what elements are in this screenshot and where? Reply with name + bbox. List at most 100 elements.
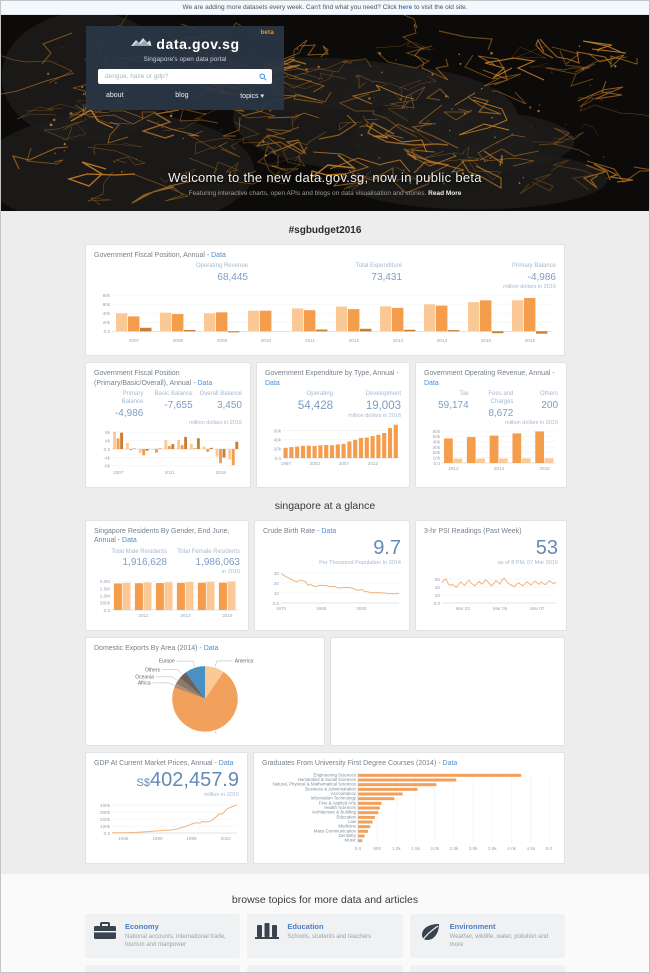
topic-card-economy[interactable]: Economy National accounts, international… (85, 914, 241, 959)
card-title: Government Operating Revenue, Annual - D… (424, 369, 558, 388)
hero-welcome: Welcome to the new data.gov.sg, now in p… (1, 170, 649, 199)
topic-card-finance[interactable]: Finance Households, exchange rates and C… (85, 965, 241, 972)
svg-text:Fine & Applied Arts: Fine & Applied Arts (319, 801, 357, 806)
stat-overall-balance: Overall Balance 3,450 (199, 391, 242, 411)
data-link[interactable]: Data (265, 379, 280, 387)
site-logo[interactable]: data.gov.sg (156, 36, 240, 52)
svg-text:30: 30 (274, 571, 280, 576)
svg-text:2.0k: 2.0k (430, 846, 439, 851)
fiscal-position-chart: 0.0 20k 40k 60k 80k 2007 2008 2009 2010 2011 2012 2… (94, 292, 556, 349)
svg-text:2015: 2015 (222, 613, 233, 618)
search-input[interactable] (103, 72, 259, 81)
svg-text:60k: 60k (103, 302, 111, 307)
svg-text:0.0: 0.0 (104, 831, 111, 836)
svg-text:0.0: 0.0 (275, 456, 282, 461)
data-link[interactable]: Data (122, 537, 137, 545)
svg-text:2007: 2007 (129, 338, 140, 343)
topic-card-environment[interactable]: Environment Weather, wildlife, water, po… (409, 914, 565, 959)
svg-text:2007: 2007 (339, 461, 350, 466)
stat-development: Development 19,003 (365, 391, 401, 412)
data-link[interactable]: Data (211, 252, 226, 259)
data-link[interactable]: Data (321, 527, 337, 535)
card-title: Graduates From University First Degree C… (262, 759, 556, 768)
topic-title: Environment (449, 922, 496, 932)
gdp-value: S$402,457.9 (136, 769, 239, 792)
svg-text:2012: 2012 (368, 461, 379, 466)
svg-text:Mar 03: Mar 03 (456, 606, 471, 611)
svg-text:4.0k: 4.0k (507, 846, 516, 851)
card-title: Government Fiscal Position, Annual - Dat… (94, 251, 556, 260)
card-title-text: GDP At Current Market Prices, Annual - (94, 759, 217, 767)
fiscal-position-card: Government Fiscal Position, Annual - Dat… (85, 244, 565, 357)
svg-text:1.5k: 1.5k (411, 846, 420, 851)
topic-card-education[interactable]: Education Schools, students and teachers (247, 914, 403, 959)
svg-text:2002: 2002 (310, 461, 321, 466)
notice-text-suffix: to visit the old site. (412, 4, 468, 11)
svg-text:Architecture & Building: Architecture & Building (312, 810, 357, 815)
card-title: 3-hr PSI Readings (Past Week) (424, 527, 558, 536)
svg-text:Medicine: Medicine (338, 824, 356, 829)
data-link[interactable]: Data (197, 379, 213, 387)
graduates-chart: 0.0 500 1.0k 1.5k 2.0k 2.5k 3.0k 3.5k 4.0k 4.5k 5.… (262, 770, 556, 857)
exports-pie-chart: AmericaAsiaAfricaOceaniaOthersEurope (94, 656, 316, 740)
svg-text:0.0: 0.0 (434, 461, 441, 466)
stat-note: million dollars in 2016 (503, 284, 556, 291)
stat-note: million dollars in 2016 (189, 419, 242, 426)
svg-text:2008: 2008 (173, 338, 184, 343)
topic-card-infrastructure[interactable]: Infrastructure Urban planning, construct… (409, 965, 565, 972)
svg-text:2015: 2015 (481, 338, 492, 343)
read-more-link[interactable]: Read More (428, 190, 462, 198)
svg-text:40k: 40k (103, 311, 111, 316)
svg-text:0.0: 0.0 (104, 329, 111, 334)
svg-text:0.0: 0.0 (104, 608, 111, 613)
svg-text:60k: 60k (433, 429, 441, 434)
notice-here-link[interactable]: here (398, 4, 413, 11)
data-link[interactable]: Data (442, 759, 458, 767)
svg-text:2007: 2007 (113, 470, 124, 475)
svg-text:Law: Law (348, 819, 357, 824)
svg-text:1.0M: 1.0M (100, 594, 110, 599)
topic-card-health[interactable]: Health Health facilities, health insuran… (247, 965, 403, 972)
svg-text:8k: 8k (105, 430, 111, 435)
nav-topics[interactable]: topics ▾ (240, 93, 264, 100)
topic-desc: Weather, wildlife, water, pollution and … (449, 934, 549, 949)
nav-about[interactable]: about (106, 92, 124, 99)
stat-primary-balance: Primary Balance -4,986 (114, 391, 144, 419)
svg-text:50k: 50k (433, 434, 441, 439)
operating-revenue-chart: 0.0 10k 20k 30k 40k 50k 60k 2012 2014 2016 (424, 428, 558, 477)
svg-text:1997: 1997 (281, 461, 292, 466)
data-link[interactable]: Data (203, 645, 219, 653)
data-link[interactable]: Data (424, 379, 439, 387)
briefcase-icon (92, 922, 118, 950)
search-icon[interactable] (259, 68, 267, 86)
svg-text:1.5M: 1.5M (100, 587, 110, 592)
data-link[interactable]: Data (218, 759, 234, 767)
nav-blog[interactable]: blog (175, 92, 189, 99)
card-title-text: 3-hr PSI Readings (Past Week) (424, 527, 522, 535)
svg-text:Natural, Physical & Mathematic: Natural, Physical & Mathematical Science… (273, 782, 357, 787)
stat-operating-revenue: Operating Revenue 68,445 (195, 263, 248, 284)
svg-text:Others: Others (145, 667, 161, 673)
svg-text:Humanities & Social Sciences: Humanities & Social Sciences (298, 777, 357, 782)
svg-text:5.0k: 5.0k (546, 846, 552, 851)
card-title: Singapore Residents By Gender, End June,… (94, 527, 240, 546)
header-panel: data.gov.sg beta Singapore's open data p… (86, 26, 284, 110)
psi-value: 53 (535, 537, 558, 560)
residents-by-gender-card: Singapore Residents By Gender, End June,… (85, 519, 249, 632)
svg-text:Engineering Sciences: Engineering Sciences (314, 773, 357, 778)
books-icon (254, 922, 280, 950)
topic-desc: Schools, students and teachers (287, 934, 372, 941)
stat-fees: Fees and Charges 8,672 (488, 391, 514, 419)
svg-text:20k: 20k (103, 320, 111, 325)
card-title: Government Expenditure by Type, Annual -… (265, 369, 401, 388)
notice-text: We are adding more datasets every week. … (182, 4, 399, 11)
psi-readings-card: 3-hr PSI Readings (Past Week) 53 as of 8… (415, 519, 567, 632)
svg-text:1995: 1995 (186, 836, 197, 841)
leaf-icon (417, 922, 443, 950)
gdp-card: GDP At Current Market Prices, Annual - D… (85, 751, 248, 865)
svg-text:20k: 20k (433, 450, 441, 455)
residents-chart: 0.0 500k 1.0M 1.5M 2.0M 2011 2013 2015 (94, 577, 240, 624)
search-bar[interactable] (98, 69, 272, 84)
svg-text:2014: 2014 (494, 466, 505, 471)
